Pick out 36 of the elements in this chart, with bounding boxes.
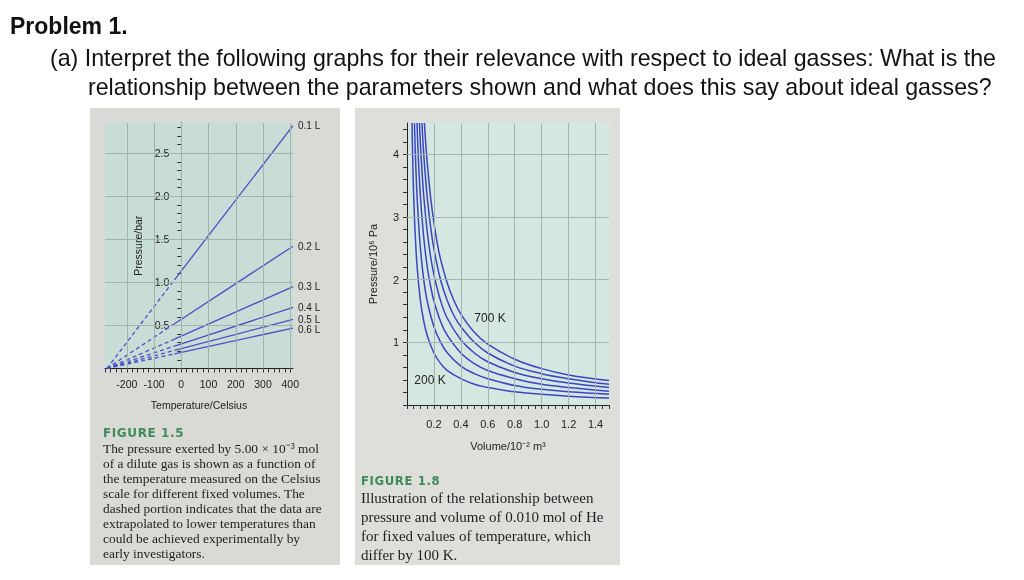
text: FIGURE 1.8 xyxy=(361,474,441,488)
annotation: 200 K xyxy=(414,373,446,387)
y-tick-label: 3 xyxy=(392,211,399,223)
series-label: 0.3 L xyxy=(298,281,321,293)
y-tick-label: 4 xyxy=(392,148,399,161)
x-axis-title: Temperature/Celsius xyxy=(150,399,248,411)
text: FIGURE 1.5 xyxy=(103,426,185,440)
y-axis-title: Pressure/bar xyxy=(132,215,145,276)
series-label: 0.1 L xyxy=(298,120,321,132)
x-tick-label: 400 xyxy=(281,378,300,390)
x-tick-label: 0 xyxy=(178,378,185,390)
y-tick-label: 1 xyxy=(392,336,399,349)
text: (a) Interpret the following graphs for their relevance with respect to ideal gasses: What is the relationship between the parameters shown and what does this say about ideal gasses? xyxy=(50,44,997,102)
x-tick-label: 1.0 xyxy=(534,417,550,430)
x-tick-label: 200 xyxy=(227,378,245,390)
x-tick-label: -100 xyxy=(143,378,165,390)
series-label: 0.6 L xyxy=(298,324,321,336)
series-label: 0.2 L xyxy=(298,240,321,252)
text: Illustration of the relationship between pressure and volume of 0.010 mol of He for fixed values of temperature, which differ by 100 K. xyxy=(361,488,605,565)
text: Problem 1. xyxy=(10,13,128,40)
x-tick-label: 0.2 xyxy=(426,417,442,430)
text: The pressure exerted by 5.00 × 10⁻³ mol of a dilute gas is shown as a function of the temperature measured on the Celsius scale for different fixed volumes. The dashed portion indicates that the data are extrapolated to lower temperatures than could be achieved experimentally by early investigators. xyxy=(103,441,323,561)
series-label: 0.5 L xyxy=(298,313,321,325)
x-tick-label: 100 xyxy=(199,378,218,390)
x-tick-label: -200 xyxy=(116,378,138,390)
y-axis-title: Pressure/10⁶ Pa xyxy=(366,222,379,305)
x-tick-label: 0.6 xyxy=(480,417,496,430)
y-tick-label: 2 xyxy=(392,273,399,286)
x-tick-label: 1.4 xyxy=(587,417,604,430)
annotation: 700 K xyxy=(474,311,506,325)
x-tick-label: 0.8 xyxy=(507,417,523,430)
x-tick-label: 1.2 xyxy=(560,417,577,430)
x-tick-label: 300 xyxy=(254,378,272,390)
series-label: 0.4 L xyxy=(298,301,321,313)
x-axis-title: Volume/10⁻² m³ xyxy=(470,439,547,452)
x-tick-label: 0.4 xyxy=(453,417,469,430)
